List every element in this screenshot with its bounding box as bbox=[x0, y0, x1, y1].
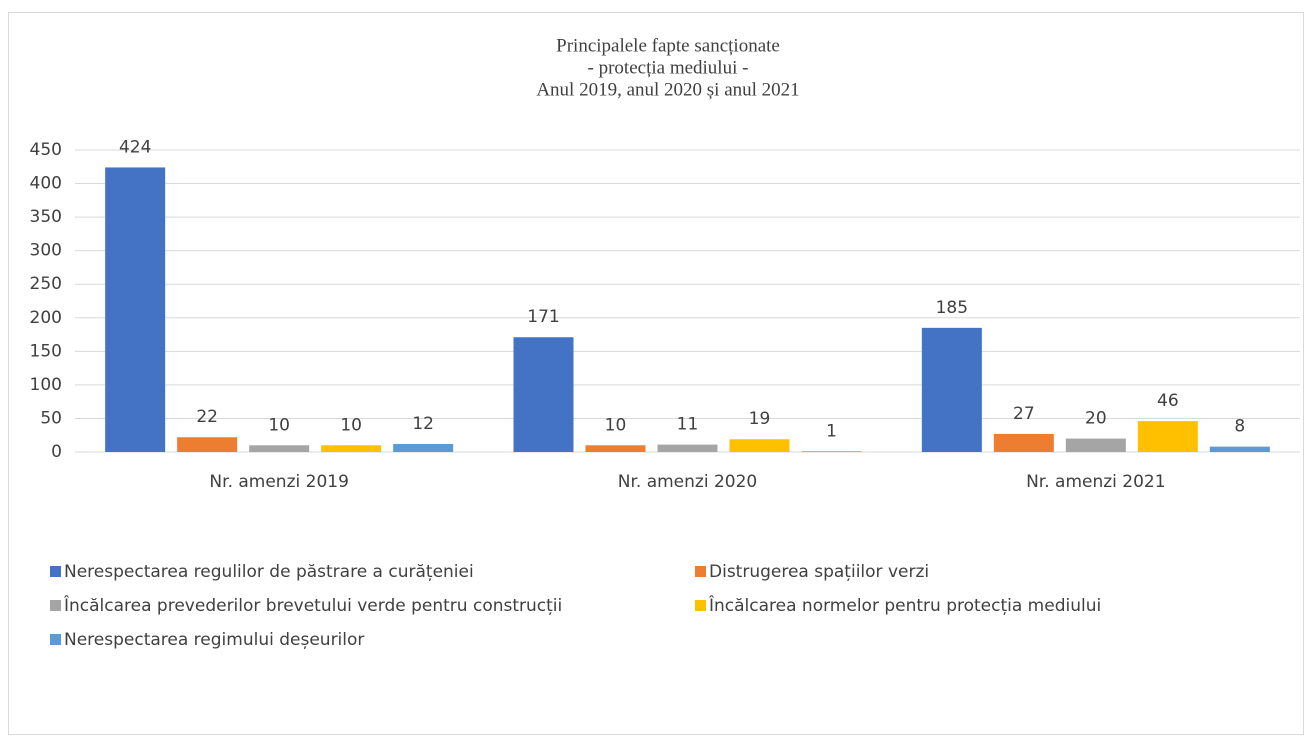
data-label: 27 bbox=[1013, 404, 1035, 424]
chart-title: Principalele fapte sancționate bbox=[556, 35, 780, 56]
data-label: 1 bbox=[826, 421, 837, 441]
legend-label: Încălcarea normelor pentru protecția med… bbox=[708, 594, 1101, 616]
x-tick-label: Nr. amenzi 2021 bbox=[1026, 472, 1165, 492]
y-tick-label: 50 bbox=[40, 408, 62, 428]
data-label: 171 bbox=[527, 307, 559, 327]
bar bbox=[321, 445, 382, 452]
bar bbox=[1209, 446, 1270, 452]
legend-swatch bbox=[695, 600, 706, 611]
y-tick-label: 150 bbox=[30, 341, 62, 361]
legend-label: Distrugerea spațiilor verzi bbox=[709, 562, 929, 582]
bar bbox=[513, 337, 574, 452]
bar bbox=[1065, 438, 1126, 452]
data-label: 11 bbox=[677, 415, 699, 435]
legend-swatch bbox=[50, 634, 61, 645]
data-label: 10 bbox=[605, 415, 627, 435]
legend-swatch bbox=[50, 566, 61, 577]
bar bbox=[249, 445, 310, 452]
chart-title: - protecția mediului - bbox=[588, 57, 749, 78]
x-tick-label: Nr. amenzi 2020 bbox=[618, 472, 757, 492]
bar bbox=[393, 443, 454, 452]
legend-label: Nerespectarea regulilor de păstrare a cu… bbox=[64, 562, 474, 582]
y-tick-label: 300 bbox=[30, 241, 62, 261]
bar bbox=[1137, 421, 1198, 452]
legend-label: Încălcarea prevederilor brevetului verde… bbox=[63, 594, 562, 616]
bar bbox=[657, 444, 718, 452]
y-tick-label: 0 bbox=[51, 442, 62, 462]
data-label: 19 bbox=[749, 409, 771, 429]
y-tick-label: 100 bbox=[30, 375, 62, 395]
y-tick-label: 350 bbox=[30, 207, 62, 227]
y-tick-label: 200 bbox=[30, 308, 62, 328]
data-label: 8 bbox=[1234, 417, 1245, 437]
legend-swatch bbox=[695, 566, 706, 577]
data-label: 20 bbox=[1085, 409, 1107, 429]
bar bbox=[921, 327, 982, 452]
bar bbox=[585, 445, 646, 452]
data-label: 185 bbox=[936, 298, 968, 318]
data-label: 22 bbox=[196, 407, 218, 427]
bar bbox=[105, 167, 166, 452]
y-tick-label: 450 bbox=[30, 140, 62, 160]
data-label: 424 bbox=[119, 137, 151, 157]
bar bbox=[801, 451, 862, 452]
bar bbox=[993, 433, 1054, 452]
data-label: 12 bbox=[412, 414, 434, 434]
legend-swatch bbox=[50, 600, 61, 611]
y-tick-label: 400 bbox=[30, 174, 62, 194]
chart-frame bbox=[8, 12, 1304, 735]
bar bbox=[729, 439, 790, 452]
data-label: 10 bbox=[340, 415, 362, 435]
y-tick-label: 250 bbox=[30, 274, 62, 294]
x-tick-label: Nr. amenzi 2019 bbox=[209, 472, 348, 492]
bar bbox=[177, 437, 238, 452]
legend-label: Nerespectarea regimului deșeurilor bbox=[64, 630, 364, 650]
data-label: 46 bbox=[1157, 391, 1179, 411]
chart-title: Anul 2019, anul 2020 și anul 2021 bbox=[536, 79, 799, 100]
data-label: 10 bbox=[268, 415, 290, 435]
